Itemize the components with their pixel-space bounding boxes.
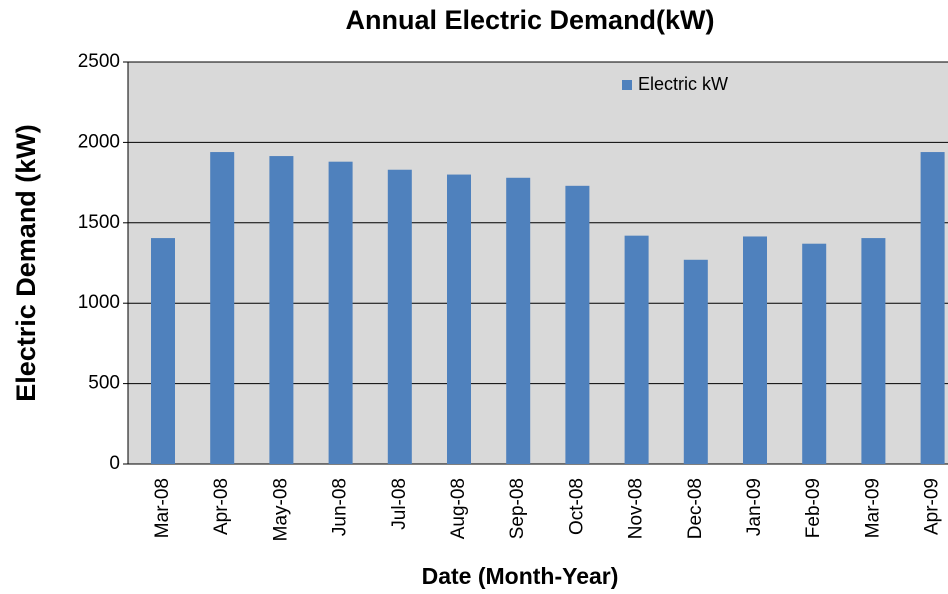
x-tick-label: Aug-08 — [448, 478, 469, 539]
bar — [387, 169, 412, 464]
x-tick-label: Jun-08 — [330, 478, 351, 536]
x-tick-label: Sep-08 — [507, 478, 528, 539]
x-axis-label: Date (Month-Year) — [422, 563, 619, 589]
y-tick-label: 500 — [88, 373, 120, 394]
x-tick-label: Oct-08 — [566, 478, 587, 535]
y-tick-label: 1000 — [78, 292, 120, 313]
bar — [624, 235, 649, 464]
x-tick-label: Apr-09 — [922, 478, 943, 535]
bar — [683, 259, 708, 464]
bar — [743, 236, 767, 464]
bar — [328, 161, 353, 465]
x-tick-label: Jan-09 — [744, 478, 765, 536]
y-tick-label: 2000 — [78, 131, 120, 152]
x-tick-label: Feb-09 — [803, 478, 824, 538]
y-tick-label: 1500 — [78, 212, 120, 233]
x-tick-label: May-08 — [270, 478, 291, 541]
x-tick-label: Nov-08 — [626, 478, 647, 539]
x-tick-label: Mar-09 — [862, 478, 883, 538]
bar — [861, 238, 886, 464]
bar — [447, 174, 471, 464]
x-tick-label: Apr-08 — [211, 478, 232, 535]
y-tick-label: 2500 — [78, 51, 120, 72]
y-tick-label: 0 — [109, 453, 120, 474]
x-tick-label: Dec-08 — [685, 478, 706, 539]
bar — [920, 152, 945, 464]
legend-label: Electric kW — [638, 74, 728, 94]
legend-swatch — [622, 80, 632, 90]
chart-title: Annual Electric Demand(kW) — [345, 5, 714, 35]
bar — [802, 243, 827, 464]
y-axis-label: Electric Demand (kW) — [11, 124, 41, 402]
bar — [210, 152, 235, 464]
x-tick-label: Jul-08 — [389, 478, 410, 530]
bar — [151, 238, 175, 464]
x-tick-label: Mar-08 — [152, 478, 173, 538]
bar — [506, 177, 531, 464]
bar — [269, 156, 294, 464]
bar — [565, 185, 590, 465]
